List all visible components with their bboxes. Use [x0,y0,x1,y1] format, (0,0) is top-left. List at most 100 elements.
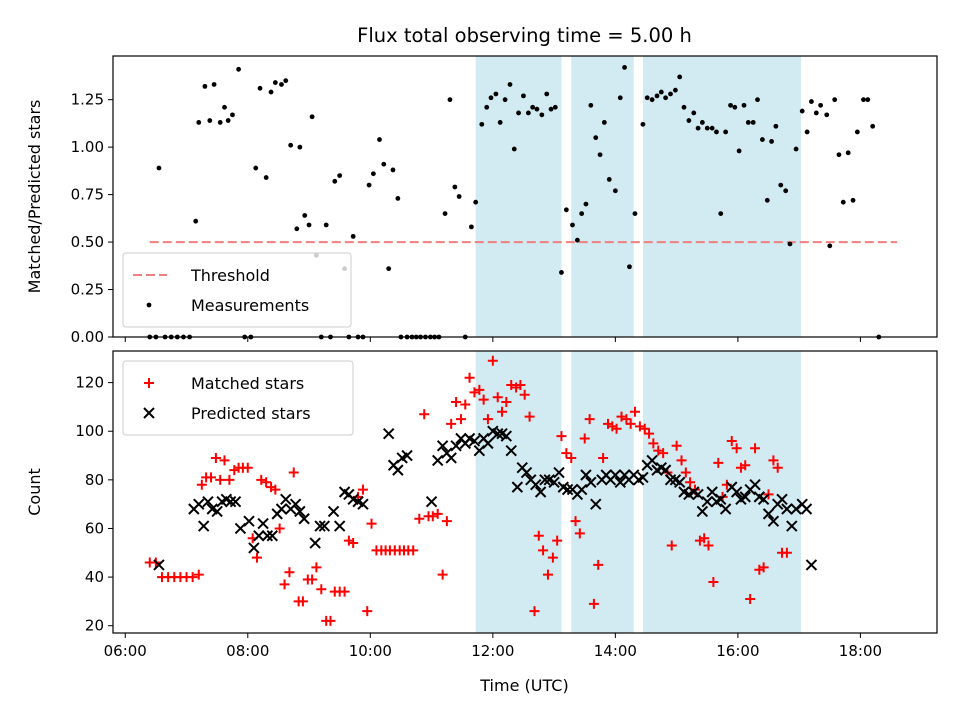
matched-stars-point-93 [579,433,590,444]
predicted-stars-point-68 [553,466,565,479]
matched-stars-point-82 [529,606,540,617]
matched-stars-point-120 [703,540,714,551]
measurements-point-26 [279,82,284,87]
measurements-point-114 [699,120,705,125]
predicted-stars-point-41 [425,496,438,508]
measurements-point-42 [350,233,356,239]
measurements-point-90 [583,201,589,207]
measurements-point-135 [799,108,805,114]
measurements-point-39 [337,173,343,179]
measurements-point-104 [654,93,660,99]
predicted-stars-point-16 [257,517,269,530]
predicted-stars-point-117 [781,503,793,515]
predicted-stars-point-92 [664,474,677,486]
matched-stars-point-83 [533,530,544,541]
predicted-stars-point-27 [314,520,326,532]
matched-stars-point-38 [325,615,336,626]
measurements-point-115 [704,125,710,131]
y-tick-label-6: 1.25 [71,91,104,109]
measurements-point-122 [736,148,742,154]
measurements-point-17 [230,112,235,118]
predicted-stars-point-15 [253,530,265,542]
measurements-point-112 [691,110,697,116]
predicted-stars-point-103 [715,493,727,506]
legend-predicted-stars-swatch [143,407,155,419]
matched-stars-point-56 [408,545,419,556]
x-axis-label: Time (UTC) [479,676,568,695]
measurements-point-78 [525,110,531,116]
matched-stars-point-68 [464,372,475,383]
matched-stars-point-95 [588,598,599,609]
predicted-stars-point-122 [805,559,818,571]
matched-stars-point-86 [547,552,558,563]
y-tick-label-3: 60 [85,519,104,537]
measurements-point-149 [865,97,871,103]
measurements-point-32 [306,222,312,228]
predicted-stars-point-110 [749,478,761,491]
matched-stars-point-74 [492,392,503,403]
matched-stars-point-30 [288,467,299,478]
matched-stars-point-110 [658,448,669,459]
plot-frame [112,350,938,634]
measurements-point-121 [732,104,738,110]
measurements-point-22 [257,85,263,91]
matched-stars-point-116 [685,477,696,488]
measurements-point-77 [521,93,526,99]
measurements-point-61 [442,211,448,216]
predicted-stars-point-28 [318,520,331,532]
measurements-point-120 [728,102,733,108]
predicted-stars-point-64 [534,486,547,498]
predicted-stars-point-46 [450,440,462,452]
measurements-point-72 [497,120,503,125]
measurements-point-92 [593,135,599,141]
legend-matched-stars-swatch [144,378,154,388]
matched-stars-point-104 [629,406,640,417]
matched-stars-point-65 [451,397,462,408]
y-tick-label-6: 120 [75,374,104,392]
measurements-point-3 [156,165,162,171]
measurements-point-130 [773,123,779,129]
matched-stars-point-15 [219,455,230,466]
matched-stars-point-107 [644,428,655,439]
measurements-point-140 [824,112,830,118]
predicted-stars-point-80 [609,469,622,481]
measurements-point-9 [193,218,199,224]
measurements-point-98 [622,64,627,70]
predicted-stars-point-53 [482,437,494,450]
measurements-point-106 [663,95,669,101]
matched-stars-point-125 [726,435,737,446]
measurements-point-80 [534,106,540,112]
measurements-point-36 [323,222,329,228]
measurements-point-91 [588,102,594,108]
legend: Threshold Measurements [122,252,352,328]
predicted-stars-point-65 [539,474,551,486]
predicted-stars-point-30 [333,520,346,532]
predicted-stars-point-63 [530,478,542,491]
predicted-stars-point-100 [701,496,713,508]
matched-stars-point-91 [570,516,581,527]
predicted-stars-point-17 [261,530,274,542]
predicted-stars-point-23 [289,498,302,510]
measurements-point-10 [196,120,202,125]
measurements-point-109 [677,74,683,80]
measurements-point-95 [606,177,612,182]
measurements-point-96 [612,188,618,194]
measurements-point-82 [544,91,550,97]
predicted-stars-point-3 [193,498,205,510]
matched-stars-point-81 [524,411,535,422]
predicted-stars-point-42 [431,454,444,467]
predicted-stars-point-58 [505,444,517,457]
measurements-point-145 [845,150,851,156]
x-tick-label-5: 14:00 [594,642,637,660]
matched-stars-point-112 [666,540,677,551]
predicted-stars-point-13 [243,515,255,527]
measurements-point-74 [507,82,513,87]
predicted-stars-point-116 [776,493,788,506]
matched-stars-point-34 [307,574,318,585]
predicted-stars-point-121 [800,503,813,515]
shaded-interval-2 [571,56,634,337]
predicted-stars-point-73 [575,483,588,496]
matched-stars-point-79 [515,380,526,391]
matched-stars-point-137 [781,547,792,558]
